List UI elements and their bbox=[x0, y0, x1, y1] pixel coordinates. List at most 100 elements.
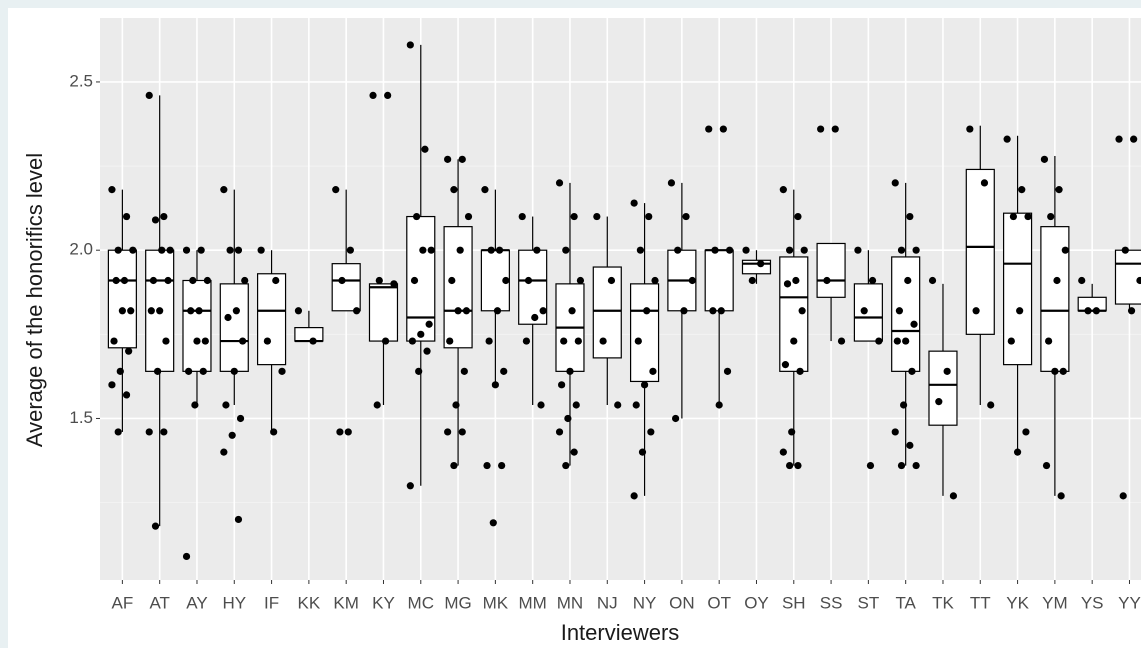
data-point bbox=[493, 307, 502, 315]
data-point bbox=[614, 401, 622, 409]
box bbox=[592, 266, 622, 359]
data-point bbox=[742, 246, 750, 254]
data-point bbox=[1115, 135, 1123, 143]
data-point bbox=[162, 337, 170, 345]
x-tick-label: YS bbox=[1081, 593, 1104, 612]
data-point bbox=[1040, 155, 1049, 163]
data-point bbox=[709, 307, 717, 315]
data-point bbox=[1016, 307, 1024, 315]
data-point bbox=[220, 448, 228, 456]
data-point bbox=[893, 337, 901, 345]
data-point bbox=[972, 307, 980, 315]
data-point bbox=[987, 401, 995, 409]
data-point bbox=[241, 276, 249, 285]
x-tick-label: MM bbox=[519, 593, 547, 612]
data-point bbox=[899, 401, 908, 409]
data-point bbox=[1007, 337, 1015, 345]
data-point bbox=[369, 91, 377, 100]
x-tick-label: MC bbox=[408, 593, 434, 612]
x-tick-label: MK bbox=[483, 593, 509, 612]
data-point bbox=[160, 212, 168, 221]
data-point bbox=[895, 307, 904, 315]
data-point bbox=[943, 367, 951, 375]
data-point bbox=[151, 216, 160, 224]
data-point bbox=[110, 337, 118, 345]
x-tick-label: AT bbox=[149, 593, 169, 612]
data-point bbox=[464, 212, 473, 221]
data-point bbox=[373, 401, 381, 409]
data-point bbox=[904, 276, 912, 285]
data-point bbox=[158, 246, 166, 254]
data-point bbox=[390, 280, 398, 288]
data-point bbox=[112, 276, 120, 285]
data-point bbox=[1119, 492, 1127, 500]
data-point bbox=[189, 276, 197, 285]
x-tick-label: AF bbox=[112, 593, 134, 612]
x-tick-label: MG bbox=[444, 593, 471, 612]
data-point bbox=[502, 276, 510, 285]
data-point bbox=[560, 337, 568, 345]
data-point bbox=[866, 461, 875, 470]
x-tick-label: KY bbox=[372, 593, 395, 612]
data-point bbox=[1057, 492, 1065, 500]
box bbox=[256, 273, 287, 366]
data-point bbox=[576, 276, 585, 285]
data-point bbox=[572, 401, 580, 409]
data-point bbox=[166, 246, 174, 254]
data-point bbox=[1042, 461, 1051, 470]
data-point bbox=[344, 428, 352, 436]
data-point bbox=[715, 401, 723, 409]
data-point bbox=[566, 367, 574, 375]
data-point bbox=[1024, 212, 1032, 221]
box bbox=[443, 226, 473, 349]
data-point bbox=[346, 246, 354, 254]
data-point bbox=[794, 212, 802, 221]
x-tick-label: ST bbox=[858, 593, 880, 612]
box bbox=[182, 279, 212, 372]
data-point bbox=[1127, 307, 1136, 315]
data-point bbox=[489, 519, 497, 527]
data-point bbox=[460, 367, 468, 375]
data-point bbox=[897, 461, 906, 470]
data-point bbox=[1121, 246, 1129, 254]
data-point bbox=[220, 186, 228, 194]
data-point bbox=[1130, 135, 1138, 143]
x-tick-label: TT bbox=[970, 593, 991, 612]
data-point bbox=[226, 246, 234, 254]
data-point bbox=[649, 367, 657, 375]
data-point bbox=[114, 428, 122, 436]
x-tick-label: OY bbox=[744, 593, 769, 612]
box bbox=[779, 256, 809, 372]
data-point bbox=[421, 145, 429, 153]
data-point bbox=[1061, 246, 1069, 254]
data-point bbox=[185, 367, 193, 375]
data-point bbox=[875, 337, 883, 345]
data-point bbox=[222, 401, 230, 409]
data-point bbox=[726, 246, 734, 254]
y-tick-label: 2.0 bbox=[69, 240, 93, 259]
data-point bbox=[788, 428, 796, 436]
x-tick-label: NJ bbox=[597, 593, 618, 612]
data-point bbox=[199, 367, 207, 375]
data-point bbox=[406, 482, 414, 490]
data-point bbox=[270, 428, 278, 436]
data-point bbox=[949, 492, 958, 500]
data-point bbox=[897, 246, 906, 254]
data-point bbox=[632, 401, 640, 409]
data-point bbox=[182, 246, 191, 254]
data-point bbox=[122, 212, 131, 221]
data-point bbox=[638, 448, 647, 456]
box bbox=[816, 242, 846, 298]
box bbox=[965, 168, 995, 335]
data-point bbox=[868, 276, 877, 285]
data-point bbox=[413, 212, 421, 221]
data-point bbox=[798, 307, 806, 315]
data-point bbox=[332, 186, 340, 194]
data-point bbox=[164, 276, 172, 285]
data-point bbox=[336, 428, 344, 436]
data-point bbox=[195, 307, 203, 315]
data-point bbox=[1009, 212, 1018, 221]
data-point bbox=[800, 246, 808, 254]
data-point bbox=[487, 246, 495, 254]
data-point bbox=[1136, 276, 1141, 285]
